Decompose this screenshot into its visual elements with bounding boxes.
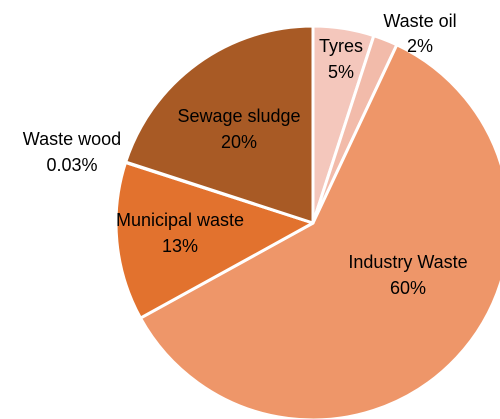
slice-value-municipal-waste: 13% (162, 236, 198, 256)
slice-label-municipal-waste: Municipal waste (116, 210, 244, 230)
slice-label-sewage-sludge: Sewage sludge (177, 106, 300, 126)
slice-value-waste-wood: 0.03% (46, 155, 97, 175)
slice-value-tyres: 5% (328, 62, 354, 82)
pie-slice-municipal-waste (114, 160, 315, 320)
pie-slices (114, 24, 500, 419)
slice-label-tyres: Tyres (319, 36, 363, 56)
slice-label-industry-waste: Industry Waste (348, 252, 467, 272)
slice-value-waste-oil: 2% (407, 36, 433, 56)
pie-labels: Tyres 5% Waste oil 2% Industry Waste 60%… (23, 11, 468, 298)
slice-label-waste-oil: Waste oil (383, 11, 456, 31)
slice-value-industry-waste: 60% (390, 278, 426, 298)
slice-label-waste-wood: Waste wood (23, 129, 121, 149)
pie-slice-industry-waste (138, 43, 500, 419)
pie-slice-sewage-sludge (124, 24, 315, 225)
slice-value-sewage-sludge: 20% (221, 132, 257, 152)
